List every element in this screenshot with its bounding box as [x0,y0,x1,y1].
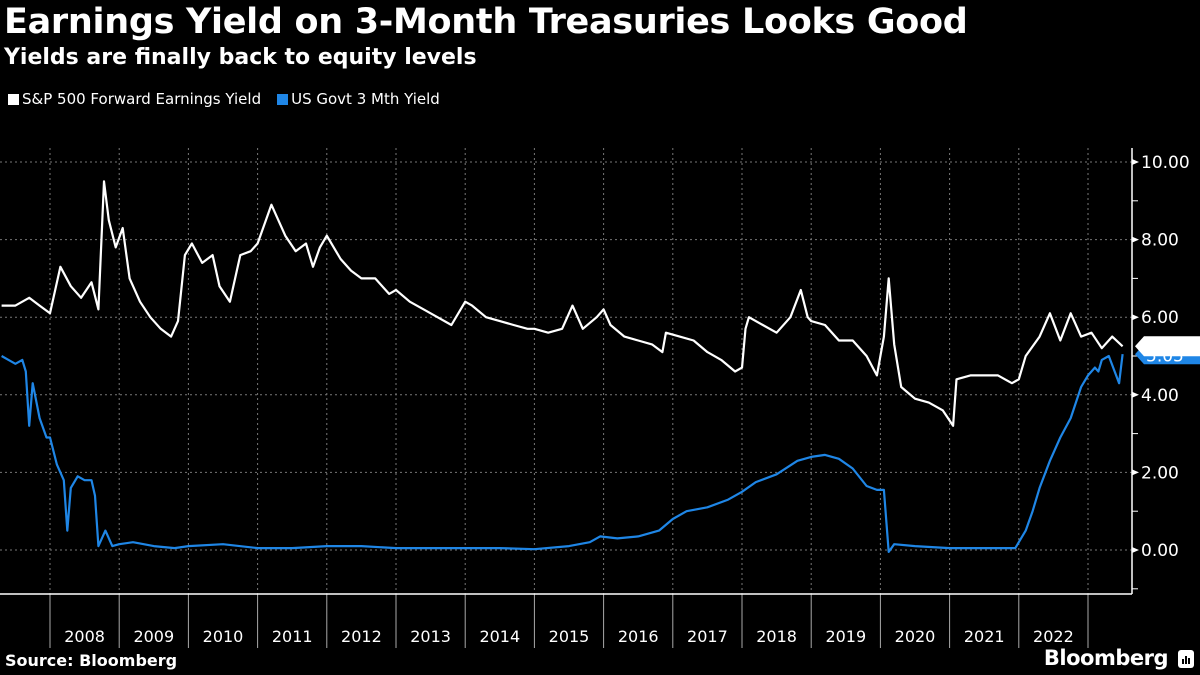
x-tick-label: 2018 [756,627,797,646]
x-tick-label: 2012 [341,627,382,646]
y-tick-label: 10.00 [1141,153,1190,173]
y-tick-marker [1132,391,1139,398]
legend-item-sp500: S&P 500 Forward Earnings Yield [8,90,261,108]
last-value-labels: 5.055.25 [1135,336,1200,366]
legend-swatch-treasury [277,93,289,105]
sp500-last-value: 5.25 [1146,338,1184,358]
y-tick-label: 4.00 [1141,386,1179,406]
y-tick-marker [1132,159,1139,165]
x-tick-label: 2009 [133,627,174,646]
x-tick-label: 2011 [272,627,313,646]
sp500-earnings-yield-line [1,180,1124,427]
x-tick-label: 2010 [203,627,244,646]
sp500-last-value-tag [1135,336,1200,357]
x-tick-label: 2008 [64,627,105,646]
legend-swatch-sp500 [8,93,19,105]
y-tick-marker [1132,469,1139,476]
series-lines [1,180,1124,554]
grid-lines [0,148,1132,594]
x-tick-label: 2021 [964,627,1005,646]
y-tick-label: 6.00 [1141,308,1179,328]
us-3m-yield-line [1,353,1124,554]
y-tick-marker [1132,236,1139,243]
x-tick-label: 2013 [410,627,451,646]
x-tick-label: 2017 [687,627,728,646]
chart-title: Earnings Yield on 3-Month Treasuries Loo… [4,2,968,42]
bloomberg-logo: Bloomberg [1043,646,1169,670]
y-tick-label: 0.00 [1141,541,1179,561]
chart-subtitle: Yields are finally back to equity levels [4,45,477,70]
bloomberg-chart-icon [1178,650,1194,668]
x-tick-label: 2015 [549,627,590,646]
x-tick-label: 2020 [895,627,936,646]
legend-label-sp500: S&P 500 Forward Earnings Yield [22,90,262,108]
axes: 0.00 2.00 4.00 6.00 8.00 10.00 2008 2009 2010 201… [0,148,1190,648]
x-tick-label: 2022 [1033,627,1074,646]
x-tick-label: 2019 [825,627,866,646]
y-tick-label: 8.00 [1141,231,1179,251]
legend: S&P 500 Forward Earnings Yield US Govt 3… [8,90,440,108]
y-tick-marker [1132,314,1139,321]
legend-label-treasury: US Govt 3 Mth Yield [291,90,440,108]
y-tick-marker [1132,547,1139,553]
x-tick-label: 2014 [479,627,520,646]
y-tick-label: 2.00 [1141,463,1179,483]
legend-item-treasury: US Govt 3 Mth Yield [277,90,440,108]
source-note: Source: Bloomberg [5,651,178,670]
x-tick-label: 2016 [618,627,659,646]
